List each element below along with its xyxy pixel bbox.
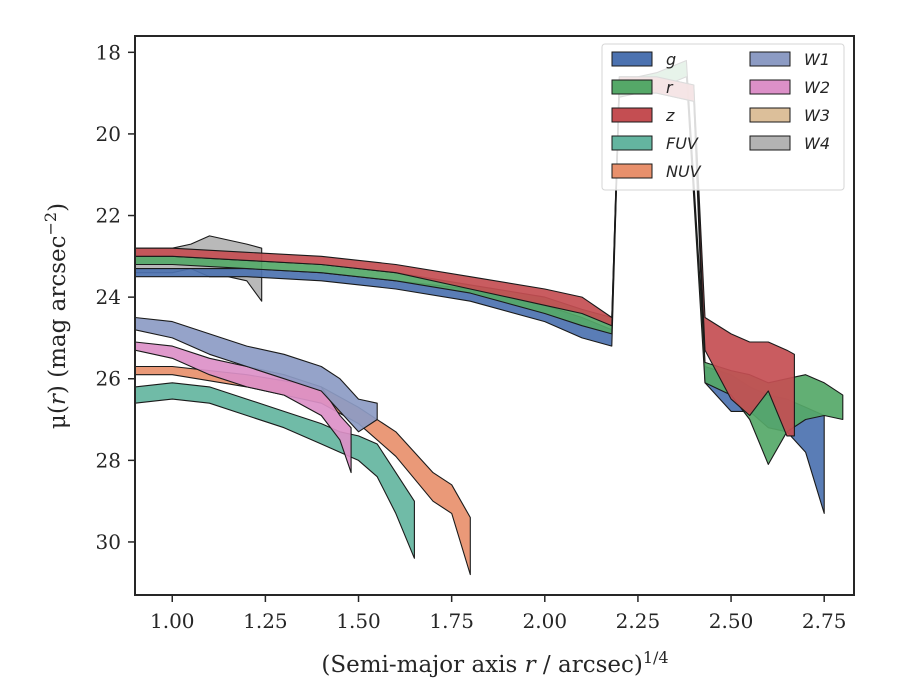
legend-swatch-r (611, 79, 653, 95)
x-tick-label: 1.25 (243, 609, 288, 633)
band-fuv (135, 382, 415, 559)
legend-label-r: r (666, 78, 674, 97)
x-tick-label: 1.50 (336, 609, 381, 633)
y-tick-label: 22 (96, 204, 121, 228)
legend-swatch-w3 (749, 107, 791, 123)
legend-label-z: z (665, 106, 675, 125)
y-tick-label: 18 (96, 40, 121, 64)
legend-label-w4: W4 (804, 134, 830, 153)
x-tick-label: 2.75 (802, 609, 847, 633)
y-tick-label: 26 (96, 367, 121, 391)
legend-swatch-g (611, 51, 653, 67)
x-tick-label: 1.00 (150, 609, 195, 633)
legend-label-w3: W3 (804, 106, 830, 125)
y-tick-label: 20 (96, 122, 121, 146)
legend-swatch-w1 (749, 51, 791, 67)
band-w1 (135, 316, 378, 433)
y-tick-label: 30 (96, 530, 121, 554)
y-axis: 18 20 22 24 26 28 30 (96, 40, 135, 554)
x-tick-label: 2.25 (616, 609, 661, 633)
x-tick-label: 2.00 (523, 609, 568, 633)
legend-swatch-nuv (611, 163, 653, 179)
legend-label-g: g (666, 50, 676, 69)
y-tick-label: 28 (96, 448, 121, 472)
legend-label-fuv: FUV (666, 134, 699, 153)
legend-label-nuv: NUV (666, 162, 702, 181)
band-w2 (135, 341, 352, 474)
x-tick-label: 1.75 (429, 609, 474, 633)
y-tick-label: 24 (96, 285, 121, 309)
legend-label-w1: W1 (804, 50, 830, 69)
band-z (135, 76, 795, 437)
legend-label-w2: W2 (804, 78, 830, 97)
legend-swatch-fuv (611, 135, 653, 151)
legend-swatch-w4 (749, 135, 791, 151)
legend-swatch-w2 (749, 79, 791, 95)
legend: grz FUV NUV W1 W2 W3 W4 (601, 43, 845, 191)
x-tick-label: 2.50 (709, 609, 754, 633)
plot-area (135, 59, 844, 576)
x-axis: 1.00 1.25 1.50 1.75 2.00 2.25 2.50 2.75 (150, 595, 846, 633)
plot-frame (134, 35, 855, 596)
x-axis-label: (Semi-major axis r / arcsec)1/4 (321, 648, 668, 678)
legend-swatch-z (611, 107, 653, 123)
y-axis-label: μ(r) (mag arcsec−2) (41, 203, 71, 429)
